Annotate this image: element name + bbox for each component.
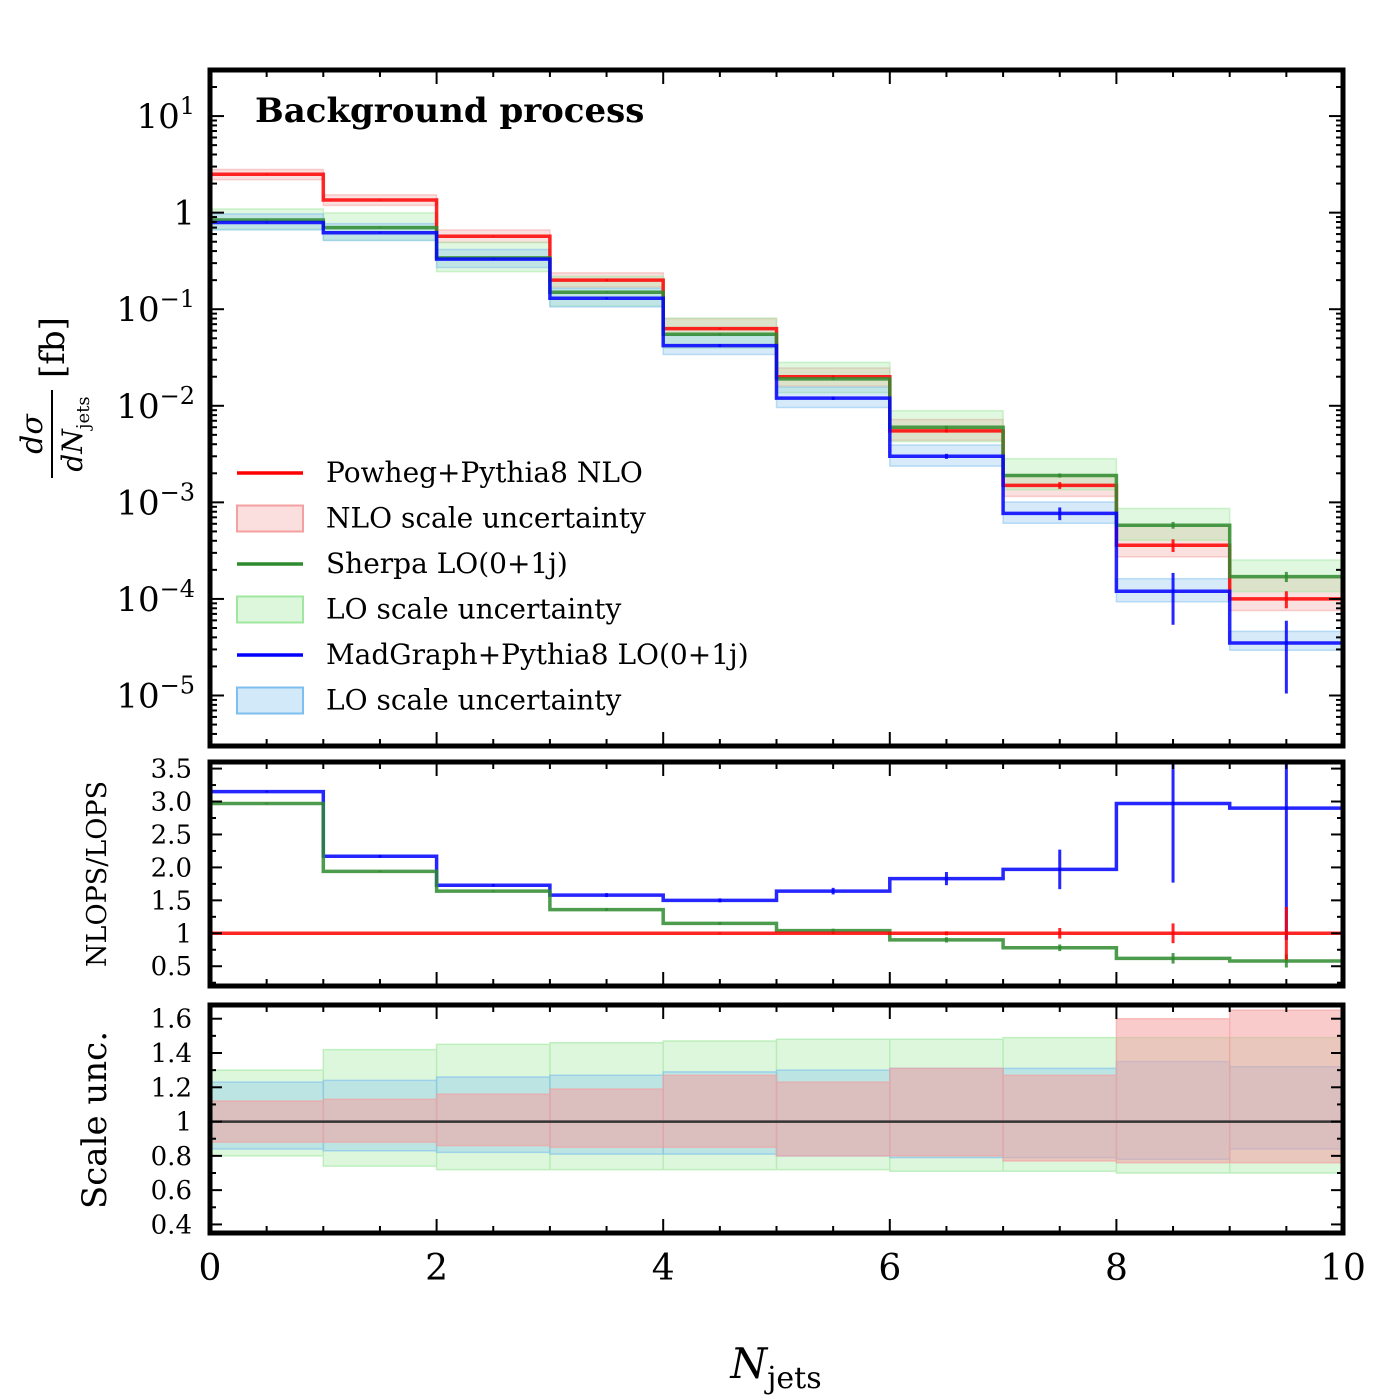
ratio-ytick-label: 3.0 bbox=[151, 788, 192, 818]
main-ytick-label: 10−5 bbox=[116, 672, 195, 717]
ylabel-denominator: dNjets bbox=[56, 396, 94, 471]
xtick-label: 8 bbox=[1105, 1248, 1128, 1289]
xtick-label: 6 bbox=[878, 1248, 901, 1289]
legend-band-swatch bbox=[236, 595, 304, 624]
scale-ytick-label: 0.8 bbox=[151, 1142, 192, 1172]
ratio-series-line-0 bbox=[210, 789, 1343, 903]
scale-ytick-label: 1.6 bbox=[151, 1005, 192, 1035]
main-ytick-label: 10−4 bbox=[116, 575, 195, 620]
main-ytick-base: 10 bbox=[116, 580, 159, 620]
legend-label: Powheg+Pythia8 NLO bbox=[326, 456, 643, 489]
main-ylabel: dσ dNjets[fb] bbox=[15, 317, 94, 478]
ylabel-numerator: dσ bbox=[15, 413, 50, 454]
legend-band-swatch bbox=[236, 504, 304, 533]
main-ytick-exp: −1 bbox=[160, 285, 195, 313]
scale-panel: 1.6 1.4 1.2 1 0.8 0.6 0.4 Scale unc. 0 2 4 6 8 10 Njet… bbox=[75, 1002, 1366, 1396]
main-ytick-exp: 1 bbox=[180, 92, 195, 120]
main-ytick-base: 10 bbox=[136, 97, 179, 137]
x-axis-label-sub: jets bbox=[764, 1361, 822, 1396]
ratio-ylabel: NLOPS/LOPS bbox=[82, 781, 113, 967]
main-series-line-2 bbox=[210, 220, 1343, 645]
ratio-panel: 3.53.02.52.01.510.5 NLOPS/LOPS bbox=[82, 755, 1346, 989]
scale-ytick-label: 1.2 bbox=[151, 1073, 192, 1103]
main-ytick-label: 101 bbox=[136, 92, 195, 137]
main-ytick-label: 10−2 bbox=[116, 382, 195, 427]
legend-label: Sherpa LO(0+1j) bbox=[326, 547, 568, 580]
main-ytick-label: 1 bbox=[173, 194, 195, 234]
ylabel-denominator-base: dN bbox=[56, 428, 89, 472]
main-ytick-base: 10 bbox=[116, 290, 159, 330]
main-ytick-exp: −3 bbox=[160, 478, 195, 506]
legend: Powheg+Pythia8 NLO NLO scale uncertainty S… bbox=[236, 456, 749, 717]
xtick-label: 4 bbox=[652, 1248, 675, 1289]
scale-band-0 bbox=[210, 1009, 1343, 1164]
ratio-ytick-label: 2.0 bbox=[151, 853, 192, 883]
legend-band-swatch bbox=[236, 686, 304, 715]
main-ytick-label: 10−1 bbox=[116, 285, 195, 330]
ratio-ytick-label: 3.5 bbox=[151, 755, 192, 785]
ratio-ytick-label: 2.5 bbox=[151, 820, 192, 850]
legend-label: NLO scale uncertainty bbox=[326, 502, 646, 535]
main-ytick-base: 1 bbox=[173, 194, 195, 234]
x-axis-label-base: N bbox=[729, 1339, 768, 1388]
xtick-label: 2 bbox=[425, 1248, 448, 1289]
main-ytick-base: 10 bbox=[116, 387, 159, 427]
ylabel-denominator-sub: jets bbox=[73, 396, 94, 431]
scale-ylabel: Scale unc. bbox=[75, 1031, 115, 1209]
ratio-ytick-label: 1.5 bbox=[151, 886, 192, 916]
x-axis-label: Njets bbox=[729, 1339, 821, 1396]
scale-ytick-label: 1.4 bbox=[151, 1039, 192, 1069]
xtick-label: 10 bbox=[1320, 1248, 1366, 1289]
ratio-ytick-label: 0.5 bbox=[151, 952, 192, 982]
main-ytick-exp: −4 bbox=[160, 575, 195, 603]
main-ytick-base: 10 bbox=[116, 677, 159, 717]
scale-ytick-label: 1 bbox=[175, 1108, 192, 1138]
main-plot-area bbox=[210, 168, 1343, 694]
main-ytick-exp: −2 bbox=[160, 382, 195, 410]
legend-label: LO scale uncertainty bbox=[326, 593, 622, 626]
ylabel-unit: [fb] bbox=[33, 317, 73, 378]
xtick-label: 0 bbox=[199, 1248, 222, 1289]
scale-ytick-label: 0.6 bbox=[151, 1176, 192, 1206]
ratio-plot-area bbox=[210, 762, 1343, 968]
panel-title: Background process bbox=[255, 91, 644, 131]
scale-plot-area bbox=[210, 1009, 1343, 1174]
main-ytick-base: 10 bbox=[116, 483, 159, 523]
ratio-series-line-1 bbox=[210, 801, 1343, 963]
legend-label: LO scale uncertainty bbox=[326, 684, 622, 717]
ratio-ytick-label: 1 bbox=[175, 919, 192, 949]
legend-label: MadGraph+Pythia8 LO(0+1j) bbox=[326, 638, 749, 671]
main-ytick-exp: −5 bbox=[160, 672, 195, 700]
main-ytick-label: 10−3 bbox=[116, 478, 195, 523]
scale-ytick-label: 0.4 bbox=[151, 1210, 192, 1240]
